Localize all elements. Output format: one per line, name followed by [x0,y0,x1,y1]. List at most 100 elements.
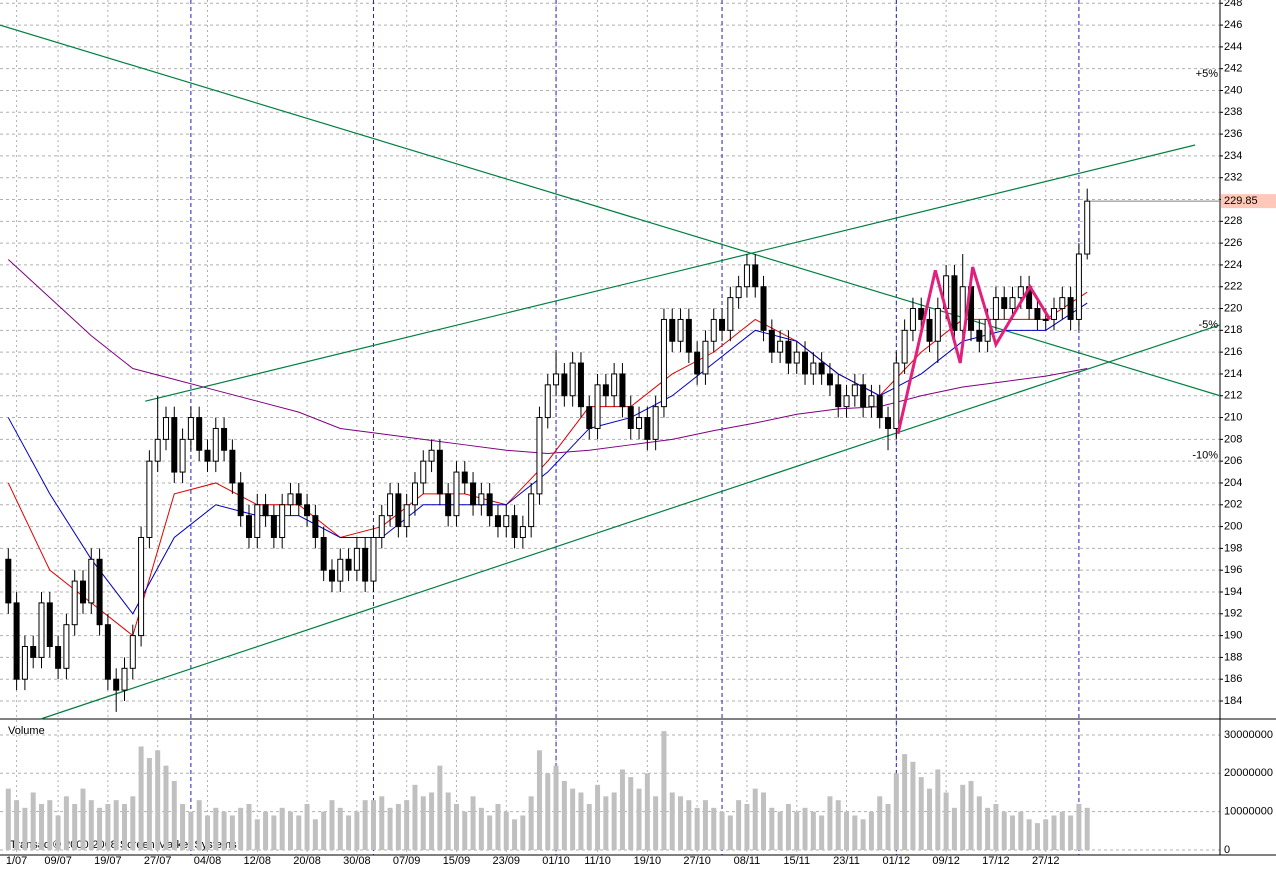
volume-bar [785,803,791,850]
x-tick-label: 20/08 [293,855,321,867]
y-tick-label: 224 [1224,259,1242,271]
y-tick-label: 238 [1224,106,1242,118]
candle-body [818,362,825,375]
volume-bar [287,811,293,850]
candle-body [627,406,634,429]
last-price-label: 229.85 [1224,195,1258,207]
volume-bar [38,803,44,850]
x-tick-label: 15/11 [783,855,810,867]
candle-body [146,460,153,538]
volume-bar [968,780,974,850]
volume-bar [404,800,410,850]
x-tick-label: 1/07 [6,855,27,867]
candle-body [403,504,410,528]
volume-bar [985,807,991,850]
moving-average [7,291,1088,637]
volume-bar [1043,819,1049,850]
candle-body [569,362,576,397]
candle-body [710,318,717,342]
candle-body [387,493,394,517]
volume-bar [188,811,194,850]
volume-bar [462,811,468,850]
volume-bar [337,807,343,850]
volume-bar [72,803,78,850]
volume-bar [113,800,119,850]
candle-body [860,384,867,408]
candle-body [1084,200,1091,255]
candle-body [395,493,402,528]
volume-bar [412,784,418,850]
volume-bar [885,803,891,850]
volume-bar [993,803,999,850]
volume-bar [271,815,277,850]
candle-body [104,624,111,680]
candle-body [760,286,767,331]
candle-body [652,406,659,440]
volume-bar [951,807,957,850]
volume-bar [63,796,69,850]
volume-bar [561,780,567,850]
candle-body [229,449,236,484]
candle-body [959,286,966,331]
x-tick-label: 17/12 [982,855,1010,867]
candle-body [71,580,78,626]
candle-body [519,526,526,538]
candle-body [420,460,427,484]
candle-body [436,449,443,495]
candle-body [237,482,244,517]
volume-bar [138,746,144,850]
volume-bar [1068,815,1074,850]
candle-body [586,406,593,429]
volume-bar [370,800,376,850]
candle-body [212,427,219,462]
y-tick-label: 236 [1224,128,1242,140]
candle-body [835,384,842,408]
candle-body [694,351,701,375]
candle-body [1042,318,1049,321]
candle-body [503,515,510,528]
zigzag [896,266,1052,435]
candle-body [727,297,734,331]
candle-body [544,384,551,419]
candle-body [511,515,518,538]
volume-bar [163,765,169,850]
candle-body [810,362,817,375]
volume-bar [478,807,484,850]
candle-body [619,373,626,408]
x-tick-label: 09/07 [44,855,72,867]
candle-body [187,417,194,440]
candle-body [129,635,136,669]
volume-bar [55,815,61,850]
volume-bar [88,800,94,850]
volume-bar [910,761,916,850]
volume-bar [146,757,152,850]
y-tick-label: 202 [1224,499,1242,511]
x-tick-label: 19/10 [634,855,662,867]
candle-body [826,373,833,386]
y-tick-label: 192 [1224,608,1242,620]
y-tick-label: 212 [1224,390,1242,402]
volume-bar [819,815,825,850]
volume-bar [636,788,642,850]
candle-body [901,329,908,364]
volume-bar [445,792,451,850]
candle-body [453,471,460,517]
volume-bar [586,803,592,850]
volume-bar [545,773,551,850]
volume-bar [736,800,742,850]
volume-bar [802,807,808,850]
y-tick-label: 240 [1224,84,1242,96]
volume-bar [852,815,858,850]
volume-bar [395,803,401,850]
y-tick-label: 222 [1224,281,1242,293]
candle-body [951,275,958,331]
x-tick-label: 01/10 [542,855,570,867]
volume-bar [653,796,659,850]
candle-body [934,308,941,342]
volume-bar [611,792,617,850]
volume-bar [902,754,908,850]
candle-body [1067,297,1074,320]
candle-body [719,318,726,331]
candle-body [752,264,759,288]
volume-bar [221,811,227,850]
